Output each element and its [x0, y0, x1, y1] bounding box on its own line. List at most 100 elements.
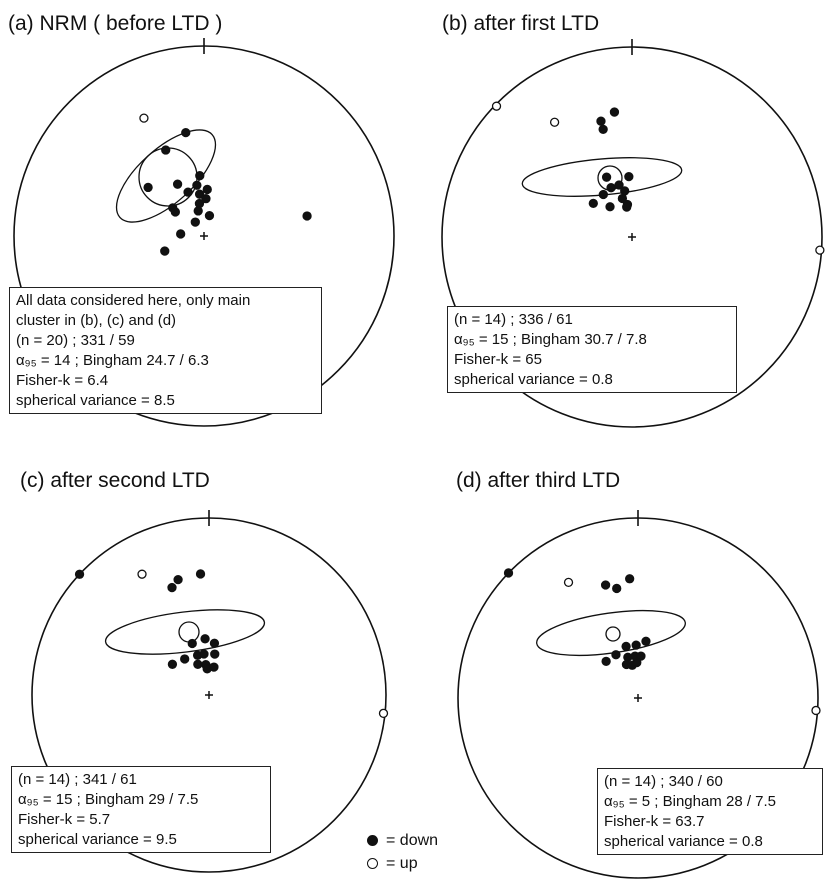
down-point — [596, 116, 606, 126]
up-point — [549, 117, 560, 127]
up-point — [811, 705, 821, 716]
down-point — [609, 107, 620, 117]
down-point — [631, 640, 641, 650]
down-point — [606, 183, 616, 193]
panel-d-title: (d) after third LTD — [456, 469, 620, 492]
filled-dot-icon — [367, 835, 378, 846]
down-point — [143, 182, 153, 193]
alpha95-circle — [138, 147, 198, 207]
polarity-legend: = down = up — [367, 829, 438, 875]
info-line: spherical variance = 0.8 — [604, 833, 763, 850]
down-point — [614, 180, 624, 190]
down-point — [172, 179, 183, 189]
down-point — [588, 198, 598, 209]
info-line: cluster in (b), (c) and (d) — [16, 312, 177, 329]
down-point — [598, 124, 608, 135]
down-point — [210, 649, 220, 659]
down-point — [598, 189, 608, 200]
down-point — [201, 194, 211, 204]
down-point — [209, 638, 220, 648]
down-point — [621, 641, 631, 652]
info-line: (n = 14) ; 340 / 60 — [604, 773, 723, 790]
down-point — [168, 203, 178, 213]
down-point — [600, 580, 611, 590]
down-point — [622, 202, 632, 212]
down-point — [181, 127, 191, 138]
down-point — [193, 659, 203, 669]
down-point — [605, 202, 615, 212]
info-line: (n = 20) ; 331 / 59 — [16, 332, 135, 349]
info-line: Fisher-k = 63.7 — [604, 813, 705, 830]
up-point — [815, 245, 825, 255]
up-point — [491, 101, 502, 111]
info-line: spherical variance = 9.5 — [18, 831, 177, 848]
legend-row-down: = down — [367, 829, 438, 852]
down-point — [503, 568, 514, 578]
down-point — [173, 574, 183, 585]
down-point — [204, 210, 215, 221]
down-point — [74, 569, 85, 579]
info-line: Fisher-k = 6.4 — [16, 372, 109, 389]
bingham-ellipse — [536, 609, 686, 657]
panel-b-info-box: (n = 14) ; 336 / 61 α₉₅ = 15 ; Bingham 3… — [447, 306, 737, 393]
bingham-ellipse — [104, 609, 266, 655]
down-point — [190, 217, 200, 227]
down-point — [625, 574, 635, 584]
down-point — [194, 189, 205, 199]
open-dot-icon — [367, 858, 378, 869]
down-point — [611, 650, 621, 660]
info-line: α₉₅ = 15 ; Bingham 29 / 7.5 — [18, 791, 199, 808]
down-point — [195, 171, 205, 181]
down-point — [192, 180, 202, 190]
down-point — [183, 187, 193, 197]
down-point — [601, 656, 611, 666]
down-point — [617, 193, 628, 204]
down-point — [199, 649, 209, 659]
panel-a-info-box: All data considered here, only main clus… — [9, 287, 322, 414]
info-line: spherical variance = 8.5 — [16, 392, 175, 409]
panel-a-title: (a) NRM ( before LTD ) — [8, 12, 222, 35]
down-point — [200, 634, 210, 644]
info-line: α₉₅ = 5 ; Bingham 28 / 7.5 — [604, 793, 777, 810]
down-point — [167, 582, 177, 593]
info-line: Fisher-k = 5.7 — [18, 811, 111, 828]
alpha95-circle — [605, 626, 621, 642]
panel-b-title: (b) after first LTD — [442, 12, 599, 35]
up-point — [137, 569, 147, 579]
info-line: Fisher-k = 65 — [454, 351, 542, 368]
info-line: (n = 14) ; 336 / 61 — [454, 311, 573, 328]
down-point — [209, 662, 219, 672]
down-point — [624, 171, 634, 182]
down-point — [161, 145, 171, 155]
info-line: All data considered here, only main — [16, 292, 251, 309]
panel-c-info-box: (n = 14) ; 341 / 61 α₉₅ = 15 ; Bingham 2… — [11, 766, 271, 853]
info-line: spherical variance = 0.8 — [454, 371, 613, 388]
down-point — [180, 654, 190, 664]
down-point — [176, 229, 186, 239]
up-point — [139, 113, 149, 123]
down-point — [641, 636, 651, 646]
down-point — [636, 651, 646, 661]
info-line: (n = 14) ; 341 / 61 — [18, 771, 137, 788]
down-point — [620, 186, 630, 196]
alpha95-circle — [178, 621, 200, 643]
down-point — [302, 211, 312, 221]
down-point — [187, 638, 197, 649]
down-point — [167, 659, 178, 669]
down-point — [195, 569, 206, 579]
panel-d-info-box: (n = 14) ; 340 / 60 α₉₅ = 5 ; Bingham 28… — [597, 768, 823, 855]
down-point — [202, 184, 212, 195]
down-point — [632, 657, 642, 668]
legend-up-label: = up — [386, 855, 418, 872]
legend-row-up: = up — [367, 852, 438, 875]
down-point — [612, 583, 622, 594]
legend-down-label: = down — [386, 832, 439, 849]
up-point — [378, 708, 389, 718]
info-line: α₉₅ = 15 ; Bingham 30.7 / 7.8 — [454, 331, 647, 348]
up-point — [563, 577, 574, 588]
down-point — [160, 246, 170, 256]
panel-c-title: (c) after second LTD — [20, 469, 210, 492]
down-point — [193, 206, 203, 216]
info-line: α₉₅ = 14 ; Bingham 24.7 / 6.3 — [16, 352, 209, 369]
